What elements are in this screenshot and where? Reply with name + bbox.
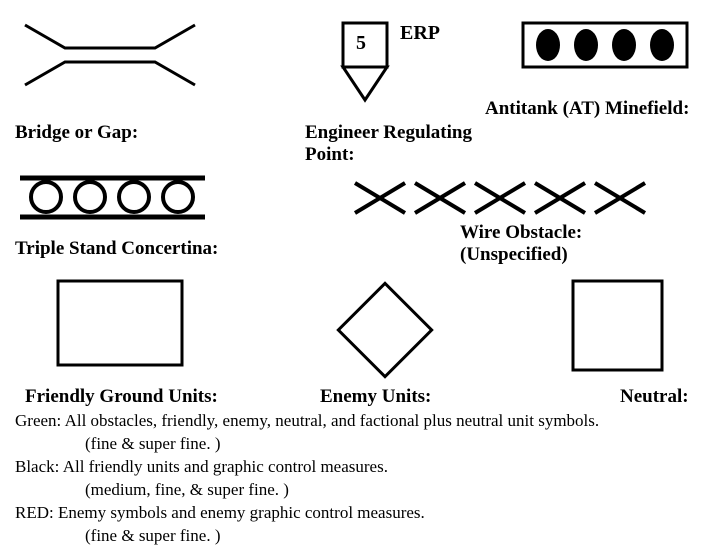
wire-obstacle-symbol: [350, 178, 650, 218]
bridge-gap-symbol: [20, 20, 200, 90]
legend-line1: Green: All obstacles, friendly, enemy, n…: [15, 410, 599, 433]
wire-obstacle-label: Wire Obstacle: (Unspecified): [460, 222, 582, 266]
enemy-label: Enemy Units:: [320, 386, 431, 408]
erp-label: ERP: [400, 22, 440, 45]
enemy-units-symbol: [330, 275, 440, 385]
engineer-point-line1: Engineer Regulating: [305, 122, 472, 144]
neutral-symbol: [570, 278, 665, 373]
antitank-symbol: [520, 20, 690, 70]
friendly-label: Friendly Ground Units:: [25, 386, 218, 408]
antitank-label: Antitank (AT) Minefield:: [485, 98, 689, 120]
friendly-units-symbol: [55, 278, 185, 368]
wire-line1: Wire Obstacle:: [460, 222, 582, 244]
legend-block: Green: All obstacles, friendly, enemy, n…: [15, 410, 599, 548]
legend-line6: (fine & super fine. ): [15, 525, 599, 548]
erp-number: 5: [356, 32, 366, 55]
concertina-label: Triple Stand Concertina:: [15, 238, 218, 260]
legend-line5: RED: Enemy symbols and enemy graphic con…: [15, 502, 599, 525]
engineer-point-label: Engineer Regulating Point:: [305, 122, 472, 166]
legend-line4: (medium, fine, & super fine. ): [15, 479, 599, 502]
neutral-label: Neutral:: [620, 386, 689, 408]
legend-line3: Black: All friendly units and graphic co…: [15, 456, 599, 479]
concertina-symbol: [20, 175, 205, 220]
engineer-point-line2: Point:: [305, 144, 472, 166]
bridge-label: Bridge or Gap:: [15, 122, 138, 144]
wire-line2: (Unspecified): [460, 244, 582, 266]
legend-line2: (fine & super fine. ): [15, 433, 599, 456]
